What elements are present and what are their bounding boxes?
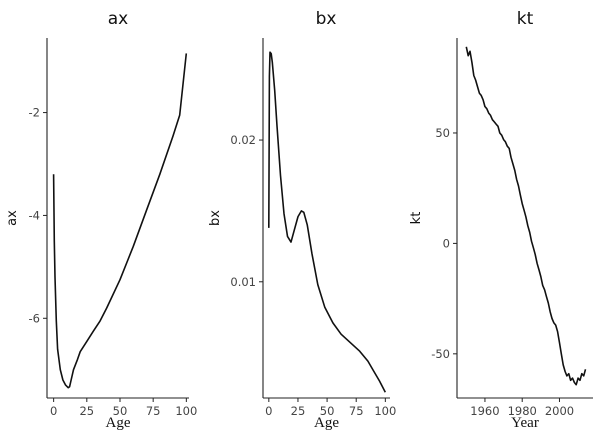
x-axis-label: Age bbox=[106, 415, 131, 431]
x-tick-label: 75 bbox=[349, 404, 364, 418]
x-tick-label: 100 bbox=[374, 404, 396, 418]
y-tick-label: -4 bbox=[29, 208, 40, 222]
x-axis-label: Year bbox=[511, 415, 539, 431]
y-axis-label: kt bbox=[409, 212, 424, 225]
x-tick-label: 0 bbox=[50, 404, 57, 418]
y-axis-label: ax bbox=[5, 210, 20, 226]
panel-title: kt bbox=[517, 9, 534, 29]
y-tick-label: -2 bbox=[29, 106, 40, 120]
x-tick-label: 1980 bbox=[508, 404, 537, 418]
panel-bx: bx 0.01 0.02 0 25 50 75 100 bx Age bbox=[208, 9, 396, 431]
y-tick-label: 0.02 bbox=[230, 133, 256, 147]
x-tick-label: 2000 bbox=[545, 404, 574, 418]
x-tick-label: 50 bbox=[320, 404, 335, 418]
y-axis-label: bx bbox=[208, 210, 223, 226]
x-tick-label: 50 bbox=[113, 404, 128, 418]
y-tick-label: 0.01 bbox=[230, 275, 256, 289]
x-tick-label: 0 bbox=[265, 404, 272, 418]
panel-kt: kt -50 0 50 1960 1980 2000 kt Year bbox=[409, 9, 593, 431]
series-line-ax bbox=[52, 53, 188, 389]
y-tick-label: 0 bbox=[443, 236, 450, 250]
x-tick-label: 75 bbox=[146, 404, 161, 418]
y-tick-label: -6 bbox=[29, 311, 40, 325]
y-tick-label: -50 bbox=[431, 347, 450, 361]
x-axis-label: Age bbox=[314, 415, 339, 431]
x-tick-label: 1960 bbox=[470, 404, 499, 418]
x-tick-label: 25 bbox=[79, 404, 94, 418]
series-line-bx bbox=[268, 51, 387, 393]
y-tick-label: 50 bbox=[435, 126, 450, 140]
panel-title: ax bbox=[108, 9, 128, 29]
series-line-kt bbox=[465, 46, 587, 386]
x-tick-label: 25 bbox=[291, 404, 306, 418]
panel-ax: ax -2 -4 -6 0 25 50 75 100 ax Age bbox=[5, 9, 197, 431]
x-tick-label: 100 bbox=[175, 404, 197, 418]
panel-title: bx bbox=[316, 9, 337, 29]
